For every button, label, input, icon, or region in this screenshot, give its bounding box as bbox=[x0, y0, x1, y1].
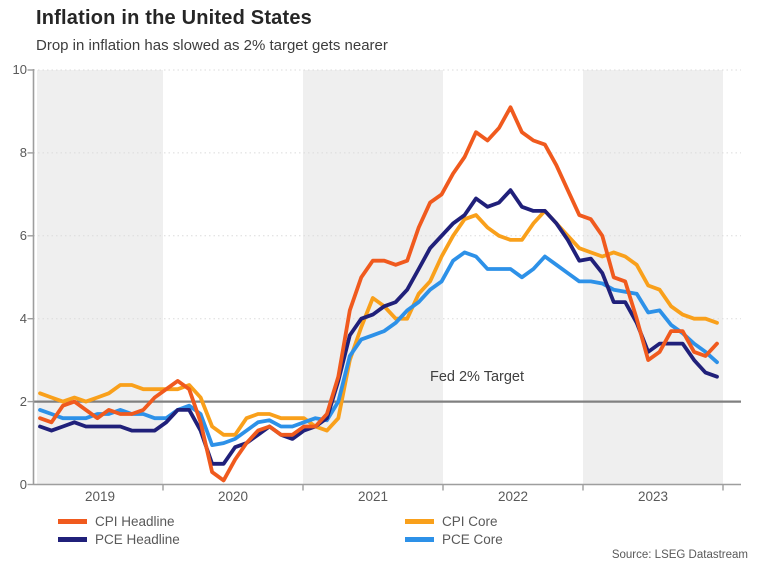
x-axis-year-label: 2021 bbox=[357, 489, 389, 504]
chart-subtitle: Drop in inflation has slowed as 2% targe… bbox=[36, 37, 388, 54]
legend-item-pce-headline: PCE Headline bbox=[58, 531, 180, 549]
legend-swatch-cpi-core bbox=[405, 518, 434, 524]
target-line-label: Fed 2% Target bbox=[429, 369, 525, 385]
source-note: Source: LSEG Datastream bbox=[611, 549, 748, 561]
chart-title: Inflation in the United States bbox=[36, 7, 313, 29]
year-band bbox=[37, 70, 163, 485]
legend-label: PCE Core bbox=[442, 532, 503, 547]
x-axis-year-label: 2019 bbox=[84, 489, 116, 504]
legend-item-cpi-headline: CPI Headline bbox=[58, 512, 175, 530]
series-line-cpi-headline bbox=[38, 105, 719, 483]
legend-swatch-pce-headline bbox=[58, 537, 87, 542]
legend-item-pce-core: PCE Core bbox=[405, 531, 503, 549]
series-line-pce-core bbox=[38, 250, 719, 448]
series-lines bbox=[38, 105, 719, 483]
x-axis-year-label: 2020 bbox=[217, 489, 249, 504]
y-axis-tick-label: 8 bbox=[19, 144, 27, 160]
axes bbox=[27, 69, 741, 491]
legend-swatch-pce-core bbox=[405, 537, 434, 542]
x-axis-year-label: 2023 bbox=[637, 489, 669, 504]
series-line-pce-headline bbox=[38, 188, 719, 466]
x-axis-year-label: 2022 bbox=[497, 489, 529, 504]
year-band bbox=[583, 70, 723, 485]
y-axis-tick-label: 4 bbox=[19, 310, 27, 326]
legend-label: PCE Headline bbox=[95, 532, 180, 547]
legend-swatch-cpi-headline bbox=[58, 518, 87, 524]
legend-item-cpi-core: CPI Core bbox=[405, 512, 498, 530]
y-axis-tick-label: 6 bbox=[19, 227, 27, 243]
series-line-cpi-core bbox=[38, 208, 719, 437]
y-axis-tick-label: 0 bbox=[19, 476, 27, 492]
legend-label: CPI Headline bbox=[95, 513, 175, 529]
y-axis-tick-label: 2 bbox=[19, 393, 27, 409]
year-shading-bands bbox=[37, 70, 723, 485]
legend-label: CPI Core bbox=[442, 513, 498, 529]
y-axis-tick-label: 10 bbox=[12, 62, 27, 77]
